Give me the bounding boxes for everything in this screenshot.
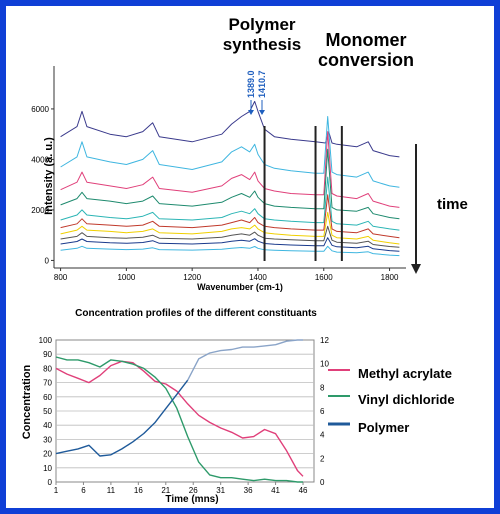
concentration-x-tick-label: 26	[189, 486, 198, 495]
concentration-y-tick-label: 100	[39, 336, 53, 345]
concentration-right-tick-label: 4	[320, 431, 325, 440]
spectra-x-tick-label: 800	[54, 273, 68, 282]
concentration-y-tick-label: 60	[43, 393, 52, 402]
concentration-y-axis-label: Concentration	[21, 364, 33, 439]
reaction-markers	[263, 126, 343, 261]
concentration-y-tick-label: 0	[48, 478, 53, 487]
concentration-legend: Methyl acrylate Vinyl dichloride Polymer	[328, 366, 455, 435]
spectra-x-axis-label: Wavenumber (cm-1)	[197, 282, 283, 292]
series-line-methyl-acrylate	[55, 360, 304, 477]
monomer-conversion-label-line2: conversion	[318, 50, 414, 70]
concentration-x-tick-label: 6	[81, 486, 86, 495]
concentration-x-tick-label: 11	[107, 486, 116, 495]
series-line-polymer	[55, 379, 189, 457]
concentration-y-tick-label: 70	[43, 379, 52, 388]
concentration-x-tick-label: 31	[216, 486, 225, 495]
spectra-y-tick-label: 6000	[31, 105, 49, 114]
concentration-right-tick-label: 12	[320, 336, 329, 345]
spectra-x-tick-label: 1800	[381, 273, 399, 282]
concentration-y-tick-label: 80	[43, 364, 52, 373]
concentration-series	[55, 339, 304, 483]
polymer-synthesis-label-line2: synthesis	[223, 35, 301, 54]
monomer-conversion-label-line1: Monomer	[326, 30, 407, 50]
concentration-x-axis-label: Time (mns)	[165, 494, 218, 505]
spectra-y-tick-label: 4000	[31, 155, 49, 164]
peak-arrowhead-1389	[248, 110, 254, 115]
spectra-y-tick-label: 2000	[31, 206, 49, 215]
spectrum-line-5	[60, 176, 400, 231]
spectrum-line-1	[60, 100, 400, 158]
spectra-x-tick-label: 1000	[117, 273, 135, 282]
legend-label-polymer: Polymer	[358, 420, 409, 435]
spectra-series	[60, 100, 400, 257]
spectra-y-axis-label: Intensity (a. u.)	[43, 137, 55, 215]
concentration-y-tick-label: 20	[43, 450, 52, 459]
concentration-y-tick-label: 50	[43, 407, 52, 416]
spectrum-line-10	[60, 245, 400, 257]
concentration-x-tick-label: 16	[134, 486, 143, 495]
concentration-right-tick-label: 0	[320, 478, 325, 487]
concentration-x-tick-label: 36	[244, 486, 253, 495]
series-line-polymer-plateau	[187, 339, 303, 381]
spectrum-line-2	[60, 116, 400, 188]
peak-label-1410: 1410.7	[257, 70, 267, 98]
concentration-y-tick-label: 40	[43, 421, 52, 430]
figure-frame: 0 2000 4000 6000 800 1000 1200 1400 1600 1800 Int…	[6, 6, 494, 508]
spectra-x-tick-label: 1200	[183, 273, 201, 282]
spectrum-line-9	[60, 237, 400, 252]
concentration-right-tick-label: 8	[320, 383, 325, 392]
concentration-chart-title: Concentration profiles of the different …	[75, 308, 317, 319]
concentration-right-tick-label: 2	[320, 454, 325, 463]
concentration-y-tick-label: 90	[43, 350, 52, 359]
concentration-x-tick-label: 41	[271, 486, 280, 495]
peak-arrowhead-1410	[259, 110, 265, 115]
spectra-x-tick-label: 1600	[315, 273, 333, 282]
concentration-x-tick-label: 21	[161, 486, 170, 495]
spectrum-line-6	[60, 194, 400, 239]
spectrum-line-3	[60, 131, 400, 208]
concentration-y-tick-label: 30	[43, 435, 52, 444]
peak-label-1389: 1389.0	[246, 70, 256, 98]
time-label: time	[437, 196, 468, 213]
spectra-axes: 0 2000 4000 6000 800 1000 1200 1400 1600 1800	[31, 66, 406, 282]
time-arrowhead	[411, 264, 421, 274]
concentration-right-tick-label: 6	[320, 407, 325, 416]
spectrum-line-4	[60, 148, 400, 220]
legend-label-vinyl-dichloride: Vinyl dichloride	[358, 392, 455, 407]
spectrum-line-7	[60, 211, 400, 245]
spectrum-line-8	[60, 225, 400, 248]
concentration-x-tick-label: 46	[299, 486, 308, 495]
polymer-synthesis-label-line1: Polymer	[228, 15, 295, 34]
series-line-vinyl-dichloride	[55, 356, 303, 483]
concentration-x-tick-label: 1	[54, 486, 59, 495]
spectra-y-tick-label: 0	[45, 256, 50, 265]
concentration-y-tick-label: 10	[43, 464, 52, 473]
legend-label-methyl-acrylate: Methyl acrylate	[358, 366, 452, 381]
concentration-right-tick-label: 10	[320, 360, 329, 369]
spectra-x-tick-label: 1400	[249, 273, 267, 282]
